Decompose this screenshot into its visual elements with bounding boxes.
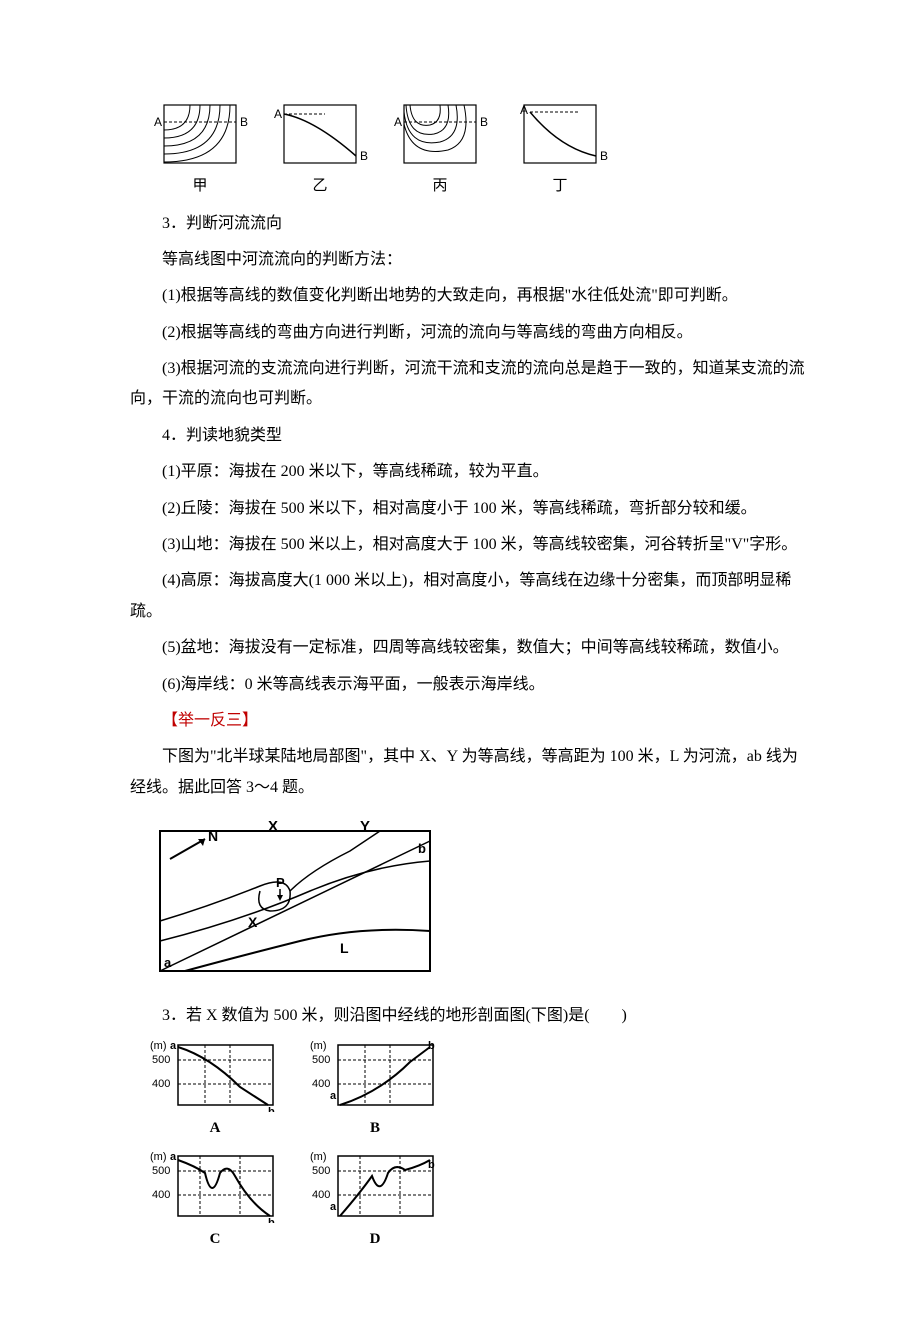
section4-p2: (2)丘陵：海拔在 500 米以下，相对高度小于 100 米，等高线稀疏，弯折部…: [130, 494, 810, 524]
profile-D-caption: D: [370, 1225, 381, 1254]
section3-p2: (2)根据等高线的弯曲方向进行判断，河流的流向与等高线的弯曲方向相反。: [130, 318, 810, 348]
map-label-X1: X: [268, 818, 278, 835]
diagram-ding: A B 丁: [510, 100, 610, 201]
section4-p1: (1)平原：海拔在 200 米以下，等高线稀疏，较为平直。: [130, 457, 810, 487]
profile-options: (m) a 500 400 b A (m) 500: [150, 1037, 810, 1254]
diagram-bing-svg: A B: [390, 100, 490, 170]
map-label-X2: X: [248, 914, 258, 930]
label-b: b: [428, 1159, 435, 1171]
label-a: a: [170, 1040, 177, 1052]
map-label-a: a: [164, 955, 172, 970]
label-a: a: [170, 1151, 177, 1163]
section3-p3: (3)根据河流的支流流向进行判断，河流干流和支流的流向总是趋于一致的，知道某支流…: [130, 354, 810, 415]
map-svg: N a b Y X X P L: [150, 811, 440, 981]
label-b: b: [428, 1040, 435, 1052]
diagram-yi-svg: A B: [270, 100, 370, 170]
profile-A: (m) a 500 400 b A: [150, 1037, 280, 1143]
profile-C-svg: (m) a 500 400 b: [150, 1148, 280, 1223]
question-3: 3．若 X 数值为 500 米，则沿图中经线的地形剖面图(下图)是( ): [130, 1001, 810, 1031]
profile-B: (m) 500 400 a b B: [310, 1037, 440, 1143]
section4-title: 4．判读地貌类型: [130, 421, 810, 451]
label-b: b: [268, 1106, 275, 1112]
map-label-L: L: [340, 940, 349, 956]
profile-row-2: (m) a 500 400 b C (m) 500: [150, 1148, 810, 1254]
label-B: B: [600, 149, 608, 163]
label-A: A: [394, 115, 402, 129]
diagram-jia-svg: A B: [150, 100, 250, 170]
profile-C-caption: C: [210, 1225, 221, 1254]
example-intro: 下图为"北半球某陆地局部图"，其中 X、Y 为等高线，等高距为 100 米，L …: [130, 742, 810, 803]
ytick-500: 500: [152, 1165, 170, 1177]
top-diagram-row: A B 甲 A B 乙: [150, 100, 810, 201]
diagram-bing-caption: 丙: [432, 172, 447, 201]
y-unit: (m): [310, 1151, 327, 1163]
diagram-ding-svg: A B: [510, 100, 610, 170]
ytick-400: 400: [152, 1189, 170, 1201]
section4-p6: (6)海岸线：0 米等高线表示海平面，一般表示海岸线。: [130, 670, 810, 700]
label-a: a: [330, 1201, 337, 1213]
profile-D: (m) 500 400 a b D: [310, 1148, 440, 1254]
label-B: B: [480, 115, 488, 129]
section3-p1: (1)根据等高线的数值变化判断出地势的大致走向，再根据"水往低处流"即可判断。: [130, 281, 810, 311]
label-B: B: [360, 149, 368, 163]
profile-D-svg: (m) 500 400 a b: [310, 1148, 440, 1223]
label-a: a: [330, 1090, 337, 1102]
section4-p4: (4)高原：海拔高度大(1 000 米以上)，相对高度小，等高线在边缘十分密集，…: [130, 566, 810, 627]
page-container: A B 甲 A B 乙: [0, 0, 920, 1340]
map-label-N: N: [208, 828, 218, 844]
ytick-500: 500: [152, 1054, 170, 1066]
y-unit: (m): [310, 1040, 327, 1052]
section4-p3: (3)山地：海拔在 500 米以上，相对高度大于 100 米，等高线较密集，河谷…: [130, 530, 810, 560]
ytick-500: 500: [312, 1165, 330, 1177]
label-b: b: [268, 1217, 275, 1223]
profile-A-svg: (m) a 500 400 b: [150, 1037, 280, 1112]
example-heading: 【举一反三】: [130, 706, 810, 736]
map-label-P: P: [276, 875, 285, 890]
diagram-yi: A B 乙: [270, 100, 370, 201]
ytick-400: 400: [152, 1078, 170, 1090]
profile-A-caption: A: [210, 1114, 221, 1143]
map-label-b: b: [418, 841, 426, 856]
diagram-jia-caption: 甲: [192, 172, 207, 201]
section3-title: 3．判断河流流向: [130, 209, 810, 239]
profile-B-caption: B: [370, 1114, 380, 1143]
ytick-400: 400: [312, 1078, 330, 1090]
section3-intro: 等高线图中河流流向的判断方法：: [130, 245, 810, 275]
label-A: A: [274, 107, 282, 121]
y-unit: (m): [150, 1151, 167, 1163]
diagram-yi-caption: 乙: [312, 172, 327, 201]
diagram-ding-caption: 丁: [552, 172, 567, 201]
section4-p5: (5)盆地：海拔没有一定标准，四周等高线较密集，数值大；中间等高线较稀疏，数值小…: [130, 633, 810, 663]
ytick-400: 400: [312, 1189, 330, 1201]
label-A: A: [520, 103, 528, 117]
ytick-500: 500: [312, 1054, 330, 1066]
diagram-bing: A B 丙: [390, 100, 490, 201]
label-A: A: [154, 115, 162, 129]
y-unit: (m): [150, 1040, 167, 1052]
profile-B-svg: (m) 500 400 a b: [310, 1037, 440, 1112]
diagram-jia: A B 甲: [150, 100, 250, 201]
profile-C: (m) a 500 400 b C: [150, 1148, 280, 1254]
profile-row-1: (m) a 500 400 b A (m) 500: [150, 1037, 810, 1143]
map-label-Y: Y: [360, 818, 370, 835]
label-B: B: [240, 115, 248, 129]
map-figure: N a b Y X X P L: [150, 811, 810, 992]
